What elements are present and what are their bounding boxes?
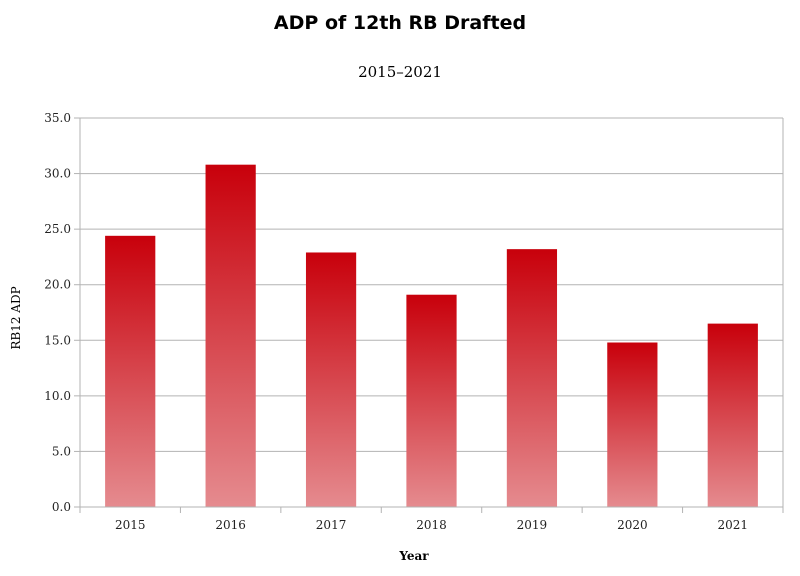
- y-tick-label: 0.0: [52, 500, 71, 514]
- bars: [105, 164, 758, 508]
- bar-2015: [105, 235, 156, 507]
- y-tick-label: 35.0: [44, 111, 71, 125]
- y-axis-title: RB12 ADP: [9, 286, 23, 349]
- bar-2020: [607, 342, 658, 507]
- chart-title: ADP of 12th RB Drafted: [273, 12, 527, 34]
- axes: [74, 117, 784, 513]
- tick-labels: 0.0 5.0 10.0 15.0 20.0 25.0 30.0 35.0 2015 2016 20…: [44, 111, 748, 532]
- bar-2021: [707, 323, 758, 507]
- x-tick-label: 2015: [115, 518, 146, 532]
- y-tick-label: 5.0: [52, 444, 71, 458]
- x-tick-label: 2021: [718, 518, 749, 532]
- bar-2016: [205, 164, 256, 507]
- x-tick-label: 2017: [316, 518, 347, 532]
- y-tick-label: 30.0: [44, 167, 71, 181]
- bar-2019: [506, 249, 558, 508]
- y-tick-label: 15.0: [44, 333, 71, 347]
- chart-subtitle: 2015–2021: [358, 63, 442, 81]
- x-tick-label: 2020: [617, 518, 648, 532]
- x-tick-label: 2018: [416, 518, 447, 532]
- y-tick-label: 25.0: [44, 222, 71, 236]
- bar-2018: [406, 294, 457, 507]
- y-tick-label: 20.0: [44, 278, 71, 292]
- y-tick-label: 10.0: [44, 389, 71, 403]
- bar-2017: [305, 252, 357, 507]
- x-tick-label: 2016: [215, 518, 246, 532]
- x-axis-title: Year: [398, 549, 429, 563]
- x-tick-label: 2019: [517, 518, 548, 532]
